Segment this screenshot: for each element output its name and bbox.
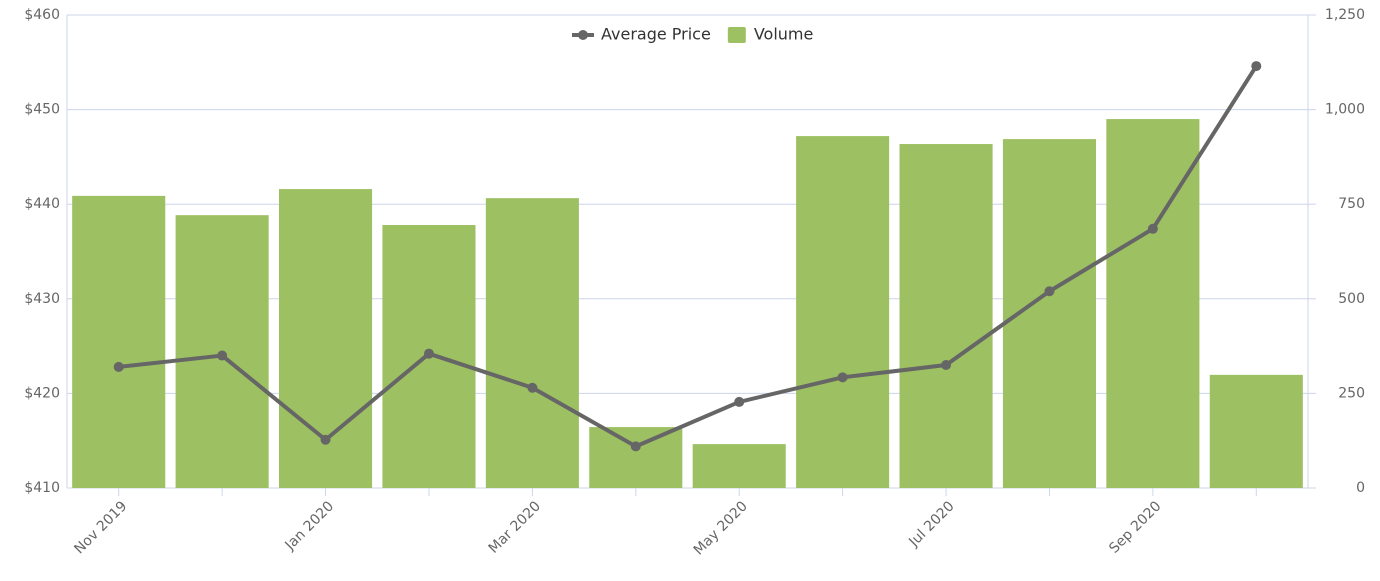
y-tick-label: $430 [24, 291, 60, 307]
point [320, 434, 331, 445]
point [941, 360, 952, 371]
x-tick-label: May 2020 [691, 498, 751, 558]
y2-tick-label: 1,250 [1325, 7, 1365, 23]
bar [72, 195, 166, 489]
legend-label: Volume [754, 25, 814, 44]
bar [796, 136, 890, 488]
bar [899, 144, 993, 488]
point [113, 361, 124, 372]
x-tick-label: Jul 2020 [905, 498, 957, 550]
y2-tick-label: 1,000 [1325, 102, 1365, 118]
line [118, 65, 1258, 449]
bar [692, 444, 786, 488]
y-tick-label: $420 [24, 385, 60, 401]
y-tick-label: $460 [24, 7, 60, 23]
point [837, 372, 848, 383]
bar [1209, 374, 1303, 488]
y2-tick-label: 0 [1356, 480, 1365, 496]
point [1251, 61, 1262, 72]
y2-tick-label: 250 [1338, 385, 1365, 401]
point [217, 350, 228, 361]
y-tick-label: $450 [24, 102, 60, 118]
point [527, 382, 538, 393]
x-tick-label: Mar 2020 [486, 498, 544, 556]
legend-label: Average Price [601, 25, 711, 44]
x-tick-label: Jan 2020 [282, 498, 338, 554]
bar [589, 427, 683, 488]
y2-tick-label: 500 [1338, 291, 1365, 307]
point [734, 396, 745, 407]
legend-symbol [578, 30, 588, 40]
point [630, 441, 641, 452]
x-tick-label: Sep 2020 [1106, 498, 1164, 556]
y-tick-label: $410 [24, 480, 60, 496]
point [1147, 223, 1158, 234]
point [1044, 286, 1055, 297]
legend: Average Price Volume [572, 25, 813, 44]
bar [485, 198, 579, 488]
point [423, 348, 434, 359]
legend-symbol [727, 27, 746, 43]
y-tick-label: $440 [24, 196, 60, 212]
x-tick-label: Nov 2019 [71, 498, 130, 557]
y2-tick-label: 750 [1338, 196, 1365, 212]
